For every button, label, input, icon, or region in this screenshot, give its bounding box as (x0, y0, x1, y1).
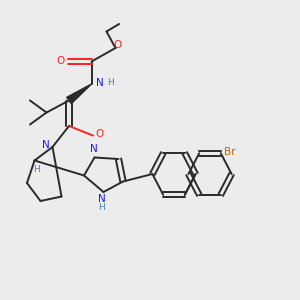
Text: H: H (99, 202, 105, 211)
Polygon shape (67, 84, 92, 104)
Text: O: O (57, 56, 65, 66)
Text: O: O (95, 129, 103, 139)
Text: N: N (90, 144, 98, 154)
Text: N: N (42, 140, 50, 151)
Text: O: O (113, 40, 121, 50)
Text: N: N (98, 194, 106, 205)
Text: H: H (33, 165, 39, 174)
Text: Br: Br (224, 147, 236, 157)
Text: H: H (108, 78, 114, 87)
Text: N: N (96, 78, 104, 88)
